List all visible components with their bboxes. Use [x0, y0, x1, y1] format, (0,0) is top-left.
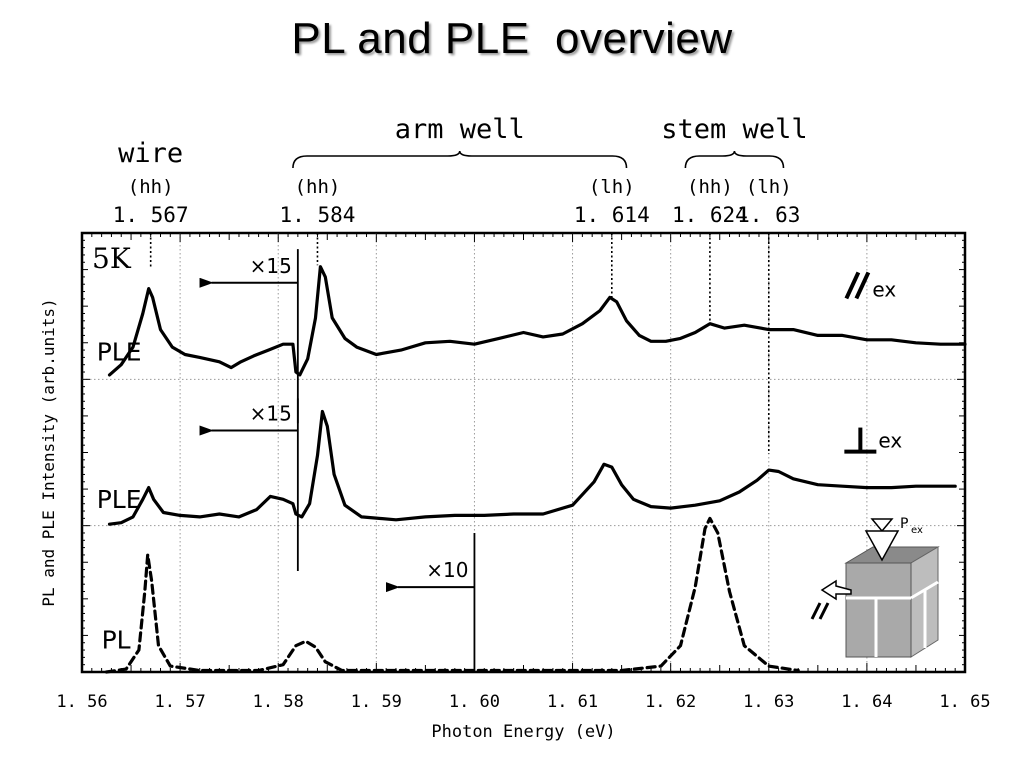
inset-emission-arrow [820, 579, 852, 601]
x-tick-label: 1. 61 [547, 692, 598, 712]
series-line-pl-3 [104, 516, 800, 674]
polarization-subscript: ex [878, 429, 902, 453]
parallel-symbol-stroke [854, 271, 871, 300]
parallel-symbol-stroke [844, 271, 861, 300]
x-tick-label: 1. 62 [645, 692, 696, 712]
transition-type-label: (hh) [295, 176, 341, 198]
x-tick-label: 1. 63 [743, 692, 794, 712]
group-brace [684, 150, 785, 169]
x-tick-label: 1. 60 [449, 692, 500, 712]
series-label: PL [102, 626, 131, 655]
inset-excitation-arrow [870, 518, 894, 533]
transition-value-label: 1. 614 [574, 203, 650, 227]
inset-diagram: Pex// [810, 516, 940, 658]
x-tick-label: 1. 59 [351, 692, 402, 712]
scale-factor-label: ×15 [250, 254, 292, 278]
transition-type-label: (hh) [128, 176, 174, 198]
group-label: arm well [395, 114, 525, 145]
series-group [104, 265, 967, 674]
x-tick-label: 1. 65 [939, 692, 990, 712]
plot-frame [80, 231, 967, 674]
transition-type-label: (hh) [687, 176, 733, 198]
series-line-ple-2 [107, 409, 957, 526]
x-axis-label: Photon Energy (eV) [431, 722, 615, 742]
series-label: PLE [97, 337, 142, 366]
scale-factor-label: ×15 [250, 402, 292, 426]
scale-factor-label: ×10 [426, 558, 468, 582]
inset-parallel-stroke [818, 602, 830, 620]
series-line-ple-1 [107, 265, 967, 377]
temperature-label: 5K [92, 242, 132, 275]
series-label: PLE [97, 485, 142, 514]
axis-group: 1. 56 1. 57 1. 58 1. 59 1. 60 1. 61 1. 62 1. 63… [39, 232, 991, 742]
plot-frame-group [80, 231, 967, 674]
x-tick-label: 1. 58 [253, 692, 304, 712]
transition-type-label: (lh) [746, 176, 792, 198]
group-label: stem well [661, 114, 807, 145]
inset-pex-subscript: ex [911, 525, 923, 536]
group-label: wire [118, 138, 183, 169]
group-brace [292, 150, 628, 169]
transition-value-label: 1. 624 [672, 203, 748, 227]
transition-header-group: wire arm well stem well (hh) 1. 567 (hh) 1. 58… [113, 114, 808, 454]
grid-group [82, 233, 965, 672]
transition-value-label: 1. 567 [113, 203, 189, 227]
transition-value-label: 1. 584 [280, 203, 356, 227]
page-title: PL and PLE overview [291, 14, 733, 63]
x-tick-label: 1. 56 [56, 692, 107, 712]
transition-type-label: (lh) [589, 176, 635, 198]
inset-parallel-stroke [810, 602, 822, 620]
inset-block-front [845, 562, 912, 658]
transition-value-label: 1. 63 [737, 203, 800, 227]
polarization-subscript: ex [872, 277, 896, 301]
inset-pex-label: P [900, 516, 908, 532]
x-tick-label: 1. 57 [155, 692, 206, 712]
x-tick-label: 1. 64 [841, 692, 892, 712]
y-axis-label: PL and PLE Intensity (arb.units) [39, 298, 58, 606]
inset-excitation-cone [864, 530, 900, 562]
